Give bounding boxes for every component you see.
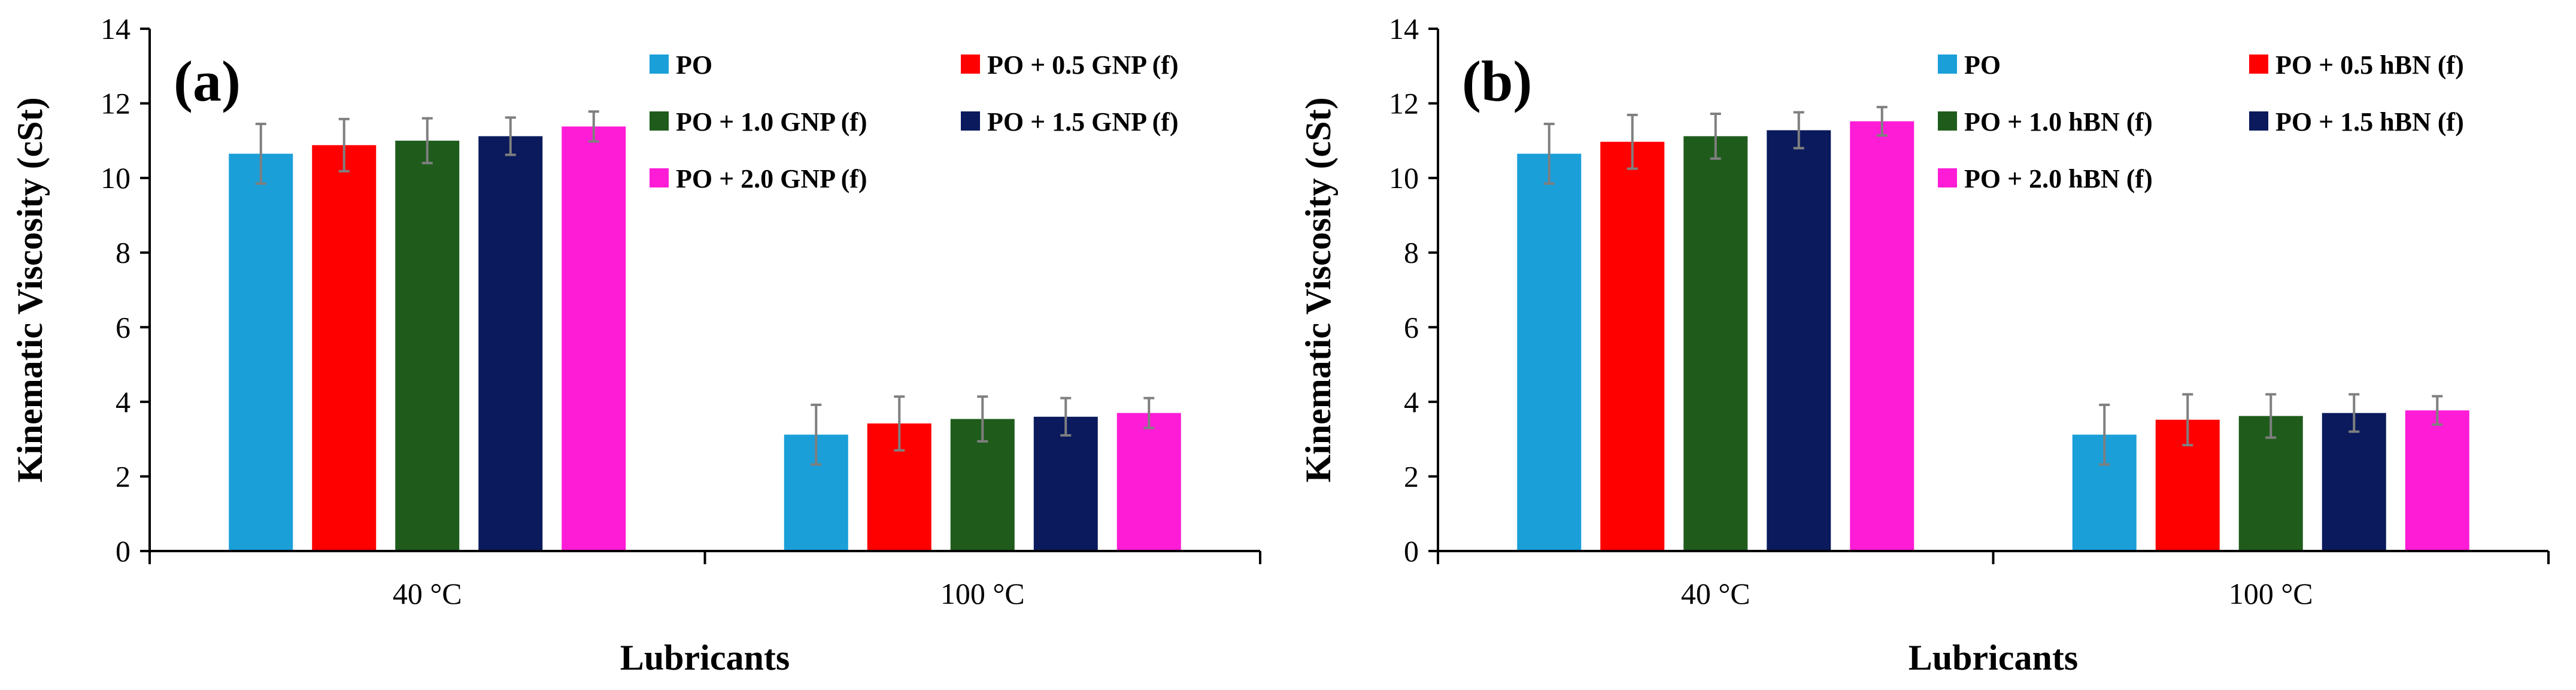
x-tick-label: 40 °C (1681, 577, 1750, 610)
legend-label-4: PO + 2.0 GNP (f) (676, 164, 867, 193)
bar-0-3 (1767, 130, 1831, 552)
y-tick-label: 2 (116, 459, 131, 493)
panel-label: (a) (174, 49, 241, 113)
legend-label-2: PO + 1.0 hBN (f) (1964, 107, 2153, 137)
chart-b-svg: 0 2 4 6 8 10 12 14 40 °C 100 °C Lubricants Kinemati… (1298, 12, 2550, 677)
bar-1-3 (2322, 413, 2386, 551)
bar-0-1 (1600, 141, 1665, 551)
x-axis-title: Lubricants (1909, 638, 2078, 677)
legend-label-3: PO + 1.5 GNP (f) (987, 107, 1179, 137)
y-tick-label: 12 (1389, 87, 1419, 120)
y-tick-label: 6 (1404, 310, 1419, 344)
bar-1-3 (1033, 416, 1098, 551)
legend-swatch-2 (650, 111, 669, 131)
y-tick-label: 4 (1404, 385, 1419, 419)
bar-0-2 (395, 140, 460, 551)
legend-swatch-0 (1938, 55, 1957, 74)
legend-swatch-2 (1938, 111, 1957, 131)
bar-0-4 (1850, 121, 1914, 551)
legend-label-0: PO (1964, 50, 2001, 80)
chart-panel-a: 0 2 4 6 8 10 12 14 40 °C 100 °C Lubricants Kinemati… (0, 0, 1288, 687)
panel-label: (b) (1462, 49, 1532, 113)
bar-0-2 (1683, 136, 1748, 551)
bar-0-4 (562, 126, 626, 551)
legend-label-1: PO + 0.5 GNP (f) (987, 50, 1179, 80)
legend-label-3: PO + 1.5 hBN (f) (2275, 107, 2464, 137)
legend-swatch-3 (2249, 111, 2268, 131)
y-tick-label: 8 (1404, 236, 1419, 270)
legend-swatch-1 (2249, 55, 2268, 74)
legend-swatch-3 (961, 111, 980, 131)
legend-swatch-1 (961, 55, 980, 74)
y-tick-label: 0 (1404, 534, 1419, 568)
bar-0-0 (229, 153, 293, 552)
legend-swatch-0 (650, 55, 669, 74)
x-axis-title: Lubricants (620, 638, 790, 677)
chart-panel-b: 0 2 4 6 8 10 12 14 40 °C 100 °C Lubricants Kinemati… (1288, 0, 2576, 687)
legend-label-4: PO + 2.0 hBN (f) (1964, 164, 2153, 193)
y-tick-label: 12 (101, 87, 131, 120)
x-tick-label: 100 °C (940, 577, 1025, 610)
bar-0-3 (478, 136, 543, 551)
bar-0-0 (1517, 153, 1582, 552)
legend-label-2: PO + 1.0 GNP (f) (676, 107, 867, 137)
y-tick-label: 14 (101, 12, 131, 46)
legend-label-0: PO (676, 50, 712, 80)
y-tick-label: 4 (116, 385, 131, 419)
bar-1-4 (2405, 410, 2469, 551)
y-tick-label: 0 (116, 534, 131, 568)
y-tick-label: 10 (101, 161, 131, 195)
y-tick-label: 8 (116, 236, 131, 270)
bar-0-1 (312, 145, 377, 551)
legend-swatch-4 (1938, 168, 1957, 187)
legend-label-1: PO + 0.5 hBN (f) (2275, 50, 2464, 80)
bar-1-4 (1116, 413, 1181, 551)
y-axis-title: Kinematic Viscosity (cSt) (1298, 97, 1338, 482)
legend-swatch-4 (650, 168, 669, 187)
y-axis-title: Kinematic Viscosity (cSt) (10, 97, 50, 482)
x-tick-label: 40 °C (393, 577, 462, 610)
y-tick-label: 6 (116, 310, 131, 344)
chart-a-svg: 0 2 4 6 8 10 12 14 40 °C 100 °C Lubricants Kinemati… (10, 12, 1261, 677)
y-tick-label: 10 (1389, 161, 1419, 195)
y-tick-label: 2 (1404, 459, 1419, 493)
y-tick-label: 14 (1389, 12, 1419, 46)
x-tick-label: 100 °C (2229, 577, 2313, 610)
